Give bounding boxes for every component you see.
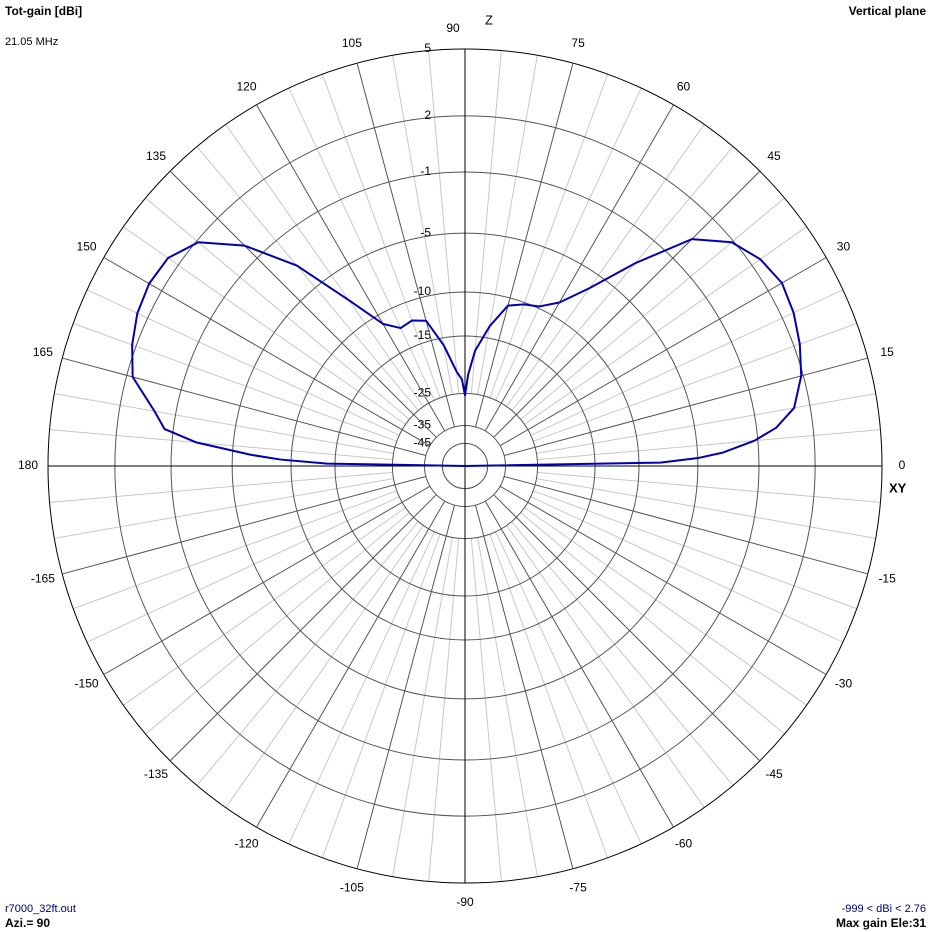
- angle-label: 165: [33, 345, 53, 359]
- minor-spoke: [533, 322, 858, 442]
- angle-label: -30: [835, 677, 853, 691]
- angle-label: -105: [340, 880, 364, 894]
- minor-spoke: [489, 534, 609, 859]
- r-tick-label: -10: [414, 284, 432, 298]
- major-spoke: [256, 104, 446, 432]
- angle-label: -150: [75, 677, 99, 691]
- major-spoke: [475, 505, 574, 869]
- angle-label: 75: [571, 36, 585, 50]
- minor-spoke: [196, 521, 419, 786]
- axis-xy-label: XY: [889, 480, 907, 495]
- r-tick-label: 5: [424, 41, 431, 55]
- major-spoke: [169, 494, 437, 762]
- angle-label: -135: [144, 767, 168, 781]
- angle-label: -15: [878, 571, 896, 585]
- minor-spoke: [489, 73, 609, 398]
- angle-label: -60: [675, 837, 693, 851]
- minor-spoke: [533, 490, 858, 610]
- angle-label: -45: [765, 767, 783, 781]
- chart-title: Tot-gain [dBi]: [5, 4, 82, 18]
- major-spoke: [103, 485, 431, 675]
- major-spoke: [356, 505, 455, 869]
- minor-spoke: [495, 531, 642, 845]
- minor-spoke: [145, 197, 410, 420]
- major-spoke: [169, 170, 437, 438]
- minor-spoke: [530, 289, 844, 436]
- angle-label: 120: [236, 80, 256, 94]
- angle-label: 105: [342, 36, 362, 50]
- angle-label: 45: [767, 149, 781, 163]
- major-spoke: [484, 104, 674, 432]
- major-spoke: [504, 357, 868, 456]
- minor-spoke: [86, 289, 400, 436]
- angle-label: -165: [31, 571, 55, 585]
- angle-label: 180: [18, 458, 38, 472]
- angle-label: 60: [677, 80, 691, 94]
- angle-label: 0: [899, 458, 906, 472]
- minor-spoke: [196, 146, 419, 411]
- minor-spoke: [321, 534, 441, 859]
- range-text: -999 < dBi < 2.76: [842, 903, 926, 915]
- major-spoke: [62, 357, 426, 456]
- angle-label: -75: [569, 880, 587, 894]
- axis-z-label: Z: [485, 12, 493, 27]
- minor-spoke: [72, 322, 397, 442]
- minor-spoke: [530, 496, 844, 643]
- angle-label: 150: [77, 240, 97, 254]
- angle-label: 30: [837, 240, 851, 254]
- major-spoke: [504, 476, 868, 575]
- file-name: r7000_32ft.out: [5, 903, 76, 915]
- plane-label: Vertical plane: [849, 4, 927, 18]
- major-spoke: [484, 500, 674, 828]
- angle-label: 15: [880, 345, 894, 359]
- major-spoke: [499, 257, 827, 447]
- minor-spoke: [495, 87, 642, 401]
- minor-spoke: [288, 87, 435, 401]
- r-tick-label: -15: [414, 328, 432, 342]
- r-tick-label: 2: [424, 108, 431, 122]
- azimuth: Azi.= 90: [5, 916, 50, 930]
- major-spoke: [475, 63, 574, 427]
- r-tick-label: -1: [420, 164, 431, 178]
- minor-spoke: [520, 512, 785, 735]
- major-spoke: [493, 170, 761, 438]
- pattern-line: [131, 238, 803, 467]
- major-spoke: [493, 494, 761, 762]
- angle-label: 90: [446, 21, 460, 35]
- major-spoke: [62, 476, 426, 575]
- angle-label: -90: [456, 895, 474, 909]
- frequency: 21.05 MHz: [5, 36, 58, 48]
- minor-spoke: [145, 512, 410, 735]
- max-gain: Max gain Ele:31: [836, 916, 926, 930]
- major-spoke: [256, 500, 446, 828]
- r-tick-label: -5: [420, 225, 431, 239]
- minor-spoke: [288, 531, 435, 845]
- minor-spoke: [86, 496, 400, 643]
- major-spoke: [103, 257, 431, 447]
- angle-label: -120: [234, 837, 258, 851]
- minor-spoke: [511, 146, 734, 411]
- minor-spoke: [511, 521, 734, 786]
- major-spoke: [356, 63, 455, 427]
- major-spoke: [499, 485, 827, 675]
- minor-spoke: [520, 197, 785, 420]
- minor-spoke: [72, 490, 397, 610]
- angle-label: 135: [146, 149, 166, 163]
